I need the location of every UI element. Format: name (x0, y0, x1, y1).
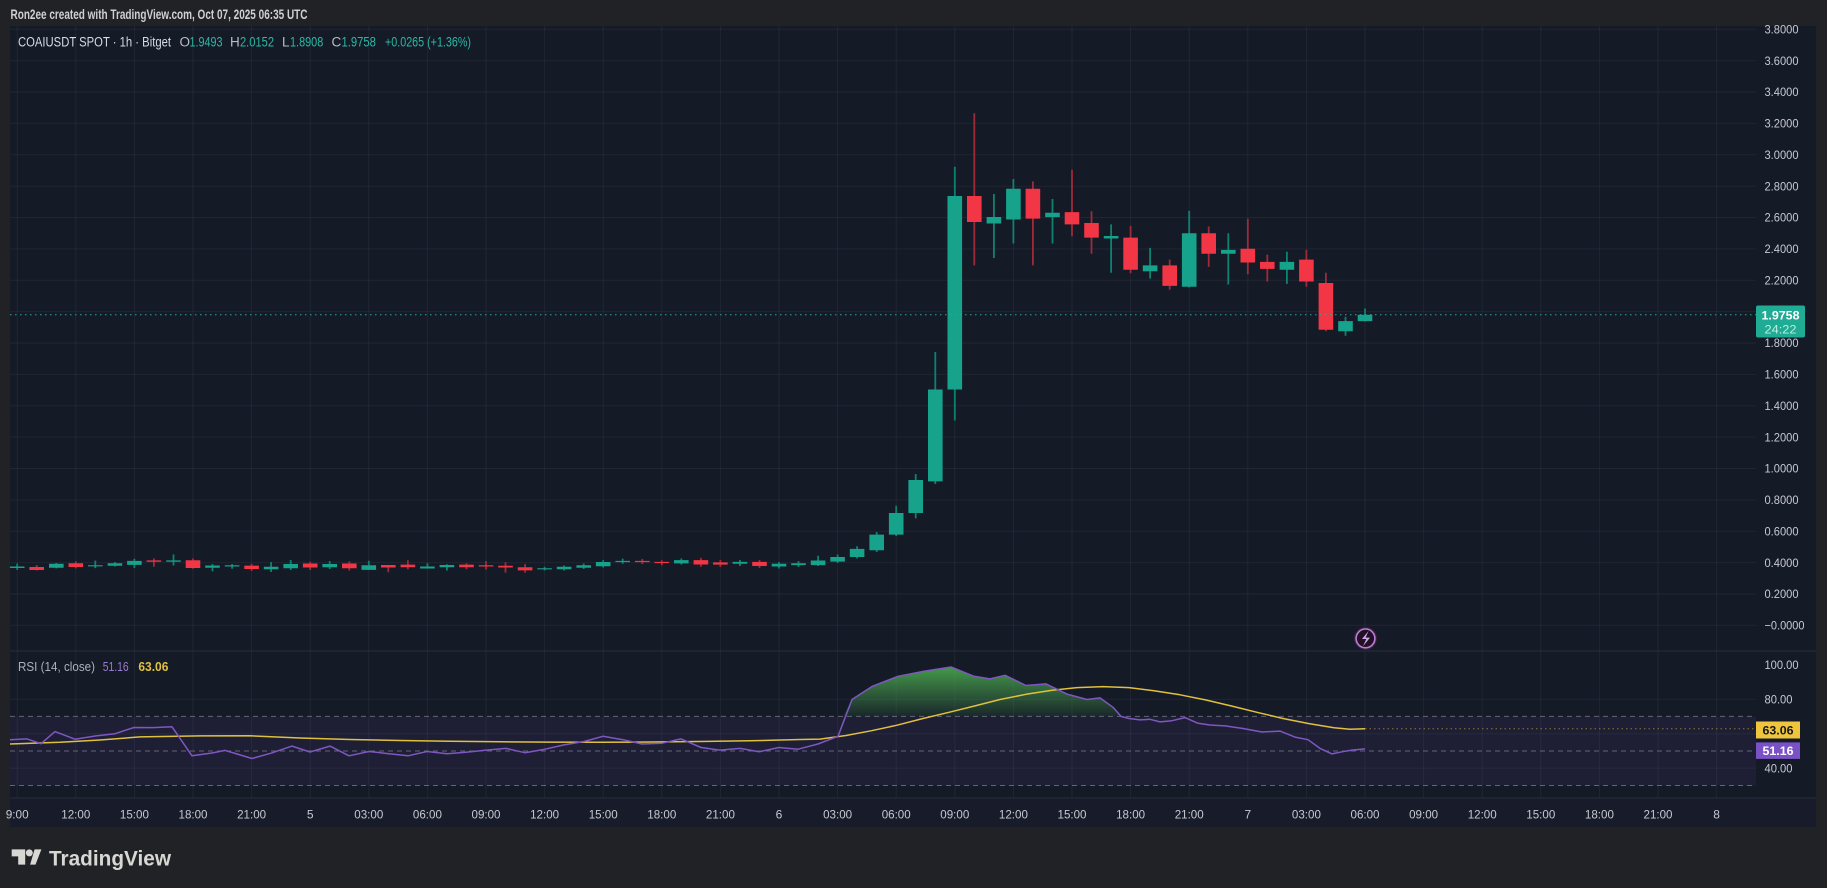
svg-text:1.2000: 1.2000 (1765, 430, 1799, 444)
svg-text:15:00: 15:00 (589, 808, 618, 822)
svg-text:18:00: 18:00 (647, 808, 676, 822)
svg-text:0.4000: 0.4000 (1765, 556, 1799, 570)
svg-text:8: 8 (1713, 808, 1720, 822)
svg-text:1.6000: 1.6000 (1765, 368, 1799, 382)
svg-text:80.00: 80.00 (1765, 692, 1793, 706)
svg-text:09:00: 09:00 (940, 808, 969, 822)
svg-text:21:00: 21:00 (1644, 808, 1673, 822)
svg-text:5: 5 (307, 808, 314, 822)
svg-text:+0.0265 (+1.36%): +0.0265 (+1.36%) (385, 35, 471, 50)
svg-text:15:00: 15:00 (1058, 808, 1087, 822)
svg-text:12:00: 12:00 (530, 808, 559, 822)
svg-text:21:00: 21:00 (1175, 808, 1204, 822)
svg-text:51.16: 51.16 (1763, 744, 1794, 758)
svg-text:Ron2ee created with TradingVie: Ron2ee created with TradingView.com, Oct… (11, 6, 308, 22)
svg-text:C: C (332, 35, 342, 50)
svg-text:6: 6 (776, 808, 783, 822)
svg-text:RSI (14, close): RSI (14, close) (18, 660, 95, 674)
svg-text:03:00: 03:00 (1292, 808, 1321, 822)
svg-text:2.4000: 2.4000 (1765, 242, 1799, 256)
svg-text:TradingView: TradingView (49, 847, 171, 871)
svg-text:3.6000: 3.6000 (1765, 54, 1799, 68)
svg-text:15:00: 15:00 (1526, 808, 1555, 822)
svg-text:51.16: 51.16 (103, 660, 129, 674)
svg-text:63.06: 63.06 (1763, 723, 1794, 737)
svg-text:18:00: 18:00 (1116, 808, 1145, 822)
svg-text:1.9493: 1.9493 (190, 35, 223, 50)
svg-text:24:22: 24:22 (1765, 322, 1797, 336)
svg-text:3.0000: 3.0000 (1765, 148, 1799, 162)
svg-text:09:00: 09:00 (472, 808, 501, 822)
svg-text:03:00: 03:00 (823, 808, 852, 822)
svg-text:21:00: 21:00 (706, 808, 735, 822)
svg-text:3.4000: 3.4000 (1765, 85, 1799, 99)
svg-text:H: H (230, 35, 240, 50)
svg-text:0.8000: 0.8000 (1765, 493, 1799, 507)
svg-text:2.0152: 2.0152 (240, 35, 274, 50)
svg-text:3.2000: 3.2000 (1765, 117, 1799, 131)
svg-text:7: 7 (1244, 808, 1251, 822)
svg-text:12:00: 12:00 (61, 808, 90, 822)
svg-text:63.06: 63.06 (138, 660, 168, 674)
svg-text:18:00: 18:00 (1585, 808, 1614, 822)
svg-text:3.8000: 3.8000 (1765, 23, 1799, 37)
svg-text:2.8000: 2.8000 (1765, 179, 1799, 193)
svg-text:06:00: 06:00 (413, 808, 442, 822)
svg-text:21:00: 21:00 (237, 808, 266, 822)
svg-text:1.4000: 1.4000 (1765, 399, 1799, 413)
svg-text:18:00: 18:00 (179, 808, 208, 822)
svg-text:L: L (282, 35, 290, 50)
svg-text:100.00: 100.00 (1765, 658, 1799, 672)
svg-text:2.2000: 2.2000 (1765, 274, 1799, 288)
svg-text:−0.0000: −0.0000 (1765, 619, 1805, 633)
svg-text:12:00: 12:00 (999, 808, 1028, 822)
svg-text:1.9758: 1.9758 (342, 35, 376, 50)
svg-text:1.0000: 1.0000 (1765, 462, 1799, 476)
svg-text:COAIUSDT SPOT · 1h · Bitget: COAIUSDT SPOT · 1h · Bitget (18, 35, 171, 50)
svg-text:2.6000: 2.6000 (1765, 211, 1799, 225)
svg-text:0.2000: 0.2000 (1765, 587, 1799, 601)
svg-text:1.8908: 1.8908 (290, 35, 323, 50)
svg-text:40.00: 40.00 (1765, 761, 1793, 775)
svg-text:1.9758: 1.9758 (1762, 308, 1800, 322)
svg-text:O: O (180, 35, 191, 50)
svg-text:1.8000: 1.8000 (1765, 336, 1799, 350)
svg-text:03:00: 03:00 (354, 808, 383, 822)
svg-text:9:00: 9:00 (6, 808, 29, 822)
svg-text:06:00: 06:00 (1351, 808, 1380, 822)
svg-text:09:00: 09:00 (1409, 808, 1438, 822)
svg-text:12:00: 12:00 (1468, 808, 1497, 822)
svg-text:15:00: 15:00 (120, 808, 149, 822)
svg-text:0.6000: 0.6000 (1765, 524, 1799, 538)
svg-text:06:00: 06:00 (882, 808, 911, 822)
